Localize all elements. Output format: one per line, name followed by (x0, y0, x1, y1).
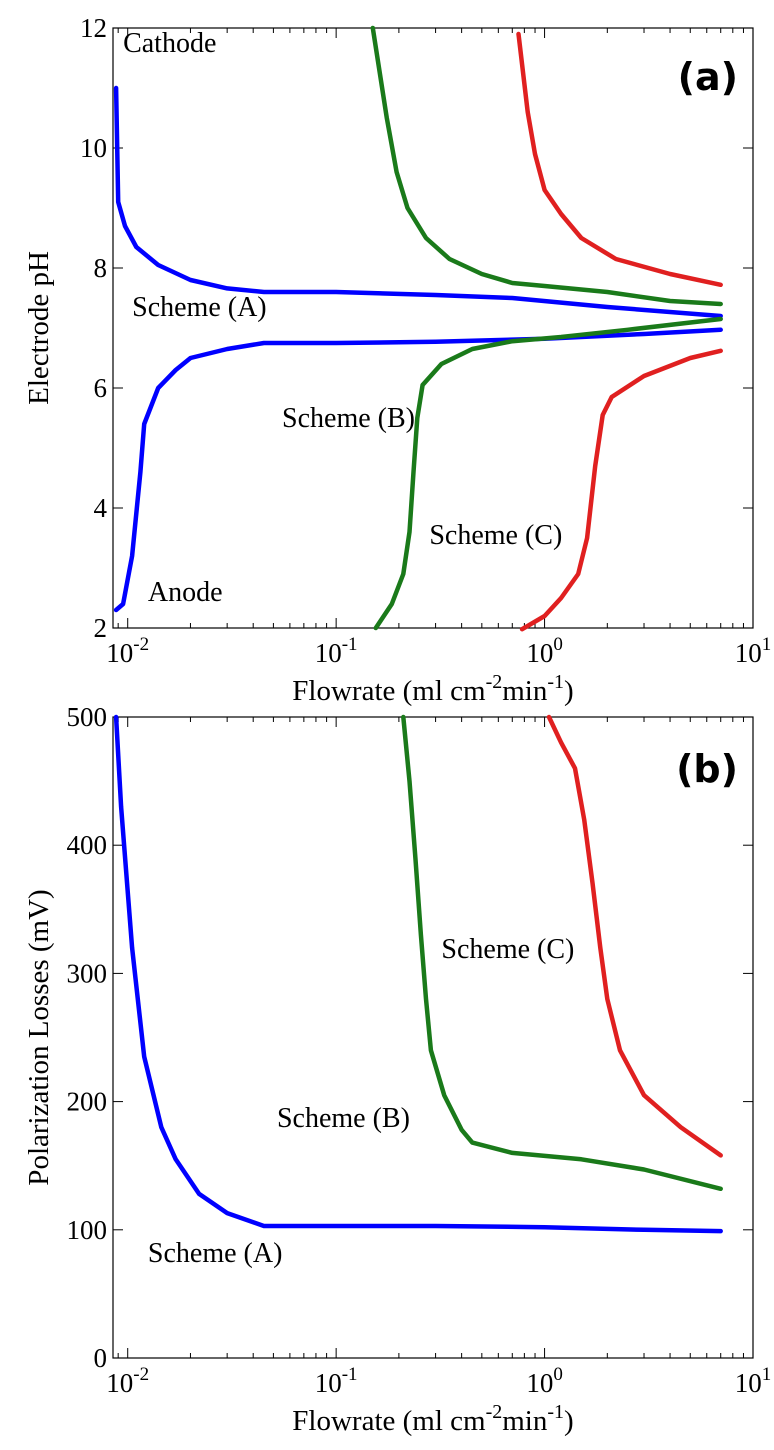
y-tick-label: 100 (67, 1215, 108, 1245)
y-tick-label: 6 (94, 373, 108, 403)
x-tick-label: 10-2 (106, 1364, 149, 1398)
y-tick-label: 12 (80, 13, 107, 43)
y-tick-label: 400 (67, 830, 108, 860)
annotation-label: Scheme (A) (132, 292, 267, 323)
panel-label: (b) (676, 747, 738, 791)
series-line-3 (546, 714, 723, 1158)
y-axis-label: Polarization Losses (mV) (23, 889, 55, 1185)
y-tick-label: 200 (67, 1087, 108, 1117)
x-tick-label: 100 (526, 1364, 563, 1398)
annotation-label: Scheme (C) (441, 934, 574, 965)
y-tick-label: 0 (94, 1343, 108, 1373)
annotation-label: Scheme (B) (282, 403, 415, 434)
y-tick-label: 2 (94, 613, 108, 643)
x-tick-label: 100 (526, 634, 563, 668)
x-tick-label: 10-2 (106, 634, 149, 668)
series-line-4 (373, 316, 723, 631)
series-line-6 (519, 348, 723, 632)
series-line-2 (113, 327, 723, 613)
series-line-1 (113, 85, 723, 319)
annotation-label: Anode (148, 577, 223, 608)
y-tick-label: 8 (94, 253, 108, 283)
x-tick-label: 101 (735, 1364, 772, 1398)
plot-frame (112, 27, 754, 629)
x-tick-label: 10-1 (315, 1364, 358, 1398)
annotation-label: Scheme (C) (429, 520, 562, 551)
x-axis-label: Flowrate (ml cm-2min-1) (292, 1401, 573, 1437)
plot-frame (112, 716, 754, 1359)
series-line-5 (516, 31, 723, 288)
y-tick-label: 500 (67, 702, 108, 732)
annotation-label: Scheme (B) (277, 1103, 410, 1134)
panel-label: (a) (678, 55, 738, 99)
y-tick-label: 10 (80, 133, 107, 163)
x-tick-label: 10-1 (315, 634, 358, 668)
x-axis-label: Flowrate (ml cm-2min-1) (292, 671, 573, 707)
series-line-1 (113, 714, 723, 1234)
y-tick-label: 4 (94, 493, 108, 523)
series-line-3 (370, 25, 723, 307)
y-tick-label: 300 (67, 958, 108, 988)
series-line-2 (401, 714, 723, 1192)
annotation-label: Cathode (123, 28, 216, 59)
x-tick-label: 101 (735, 634, 772, 668)
annotation-label: Scheme (A) (148, 1238, 283, 1269)
y-axis-label: Electrode pH (23, 251, 55, 405)
chart-panel-b: 10-2 10-1 100 101 0 100 200 300 400 500 Scheme (A)… (23, 702, 771, 1437)
